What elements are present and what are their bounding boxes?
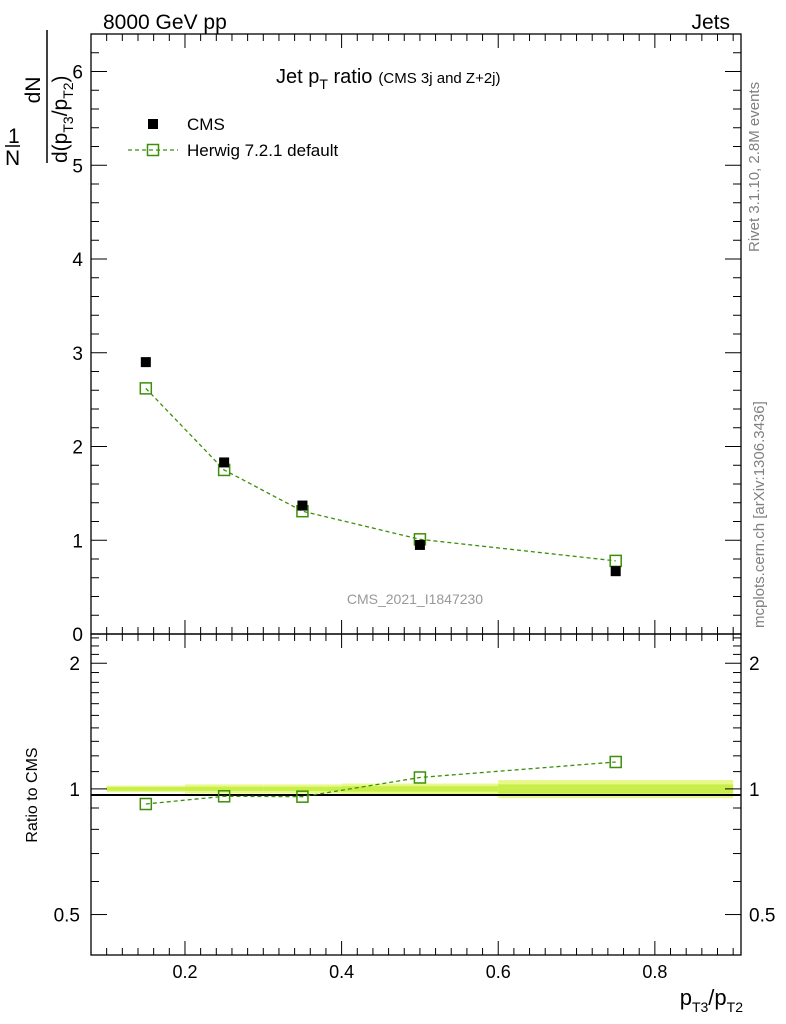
- y-label-denominator: d(pT3/pT2): [49, 75, 76, 163]
- x-tick-label: 0.2: [172, 962, 197, 982]
- ratio-uncertainty-band: [106, 780, 734, 799]
- legend-herwig-label: Herwig 7.2.1 default: [187, 141, 338, 160]
- x-tick-label: 0.6: [486, 962, 511, 982]
- herwig-series-line: [145, 387, 616, 562]
- ratio-y-tick-label: 2: [69, 654, 80, 675]
- y-tick-label: 3: [72, 344, 83, 365]
- cms-point: [297, 500, 308, 511]
- legend-herwig-marker: [146, 143, 160, 157]
- y-tick-label: 2: [72, 438, 83, 459]
- band-inner-segment: [106, 787, 185, 791]
- ratio-herwig-point: [296, 790, 309, 803]
- ratio-herwig-point: [609, 755, 622, 769]
- legend-cms-label: CMS: [187, 115, 225, 134]
- ratio-herwig-point: [413, 771, 427, 784]
- cms-point: [610, 566, 621, 577]
- tick-labels: 0.2 0.4 0.6 0.8 0 1 2 3 4 5 6 0.5 0.5 1 1 2 2: [54, 63, 776, 983]
- y-tick-label: 4: [72, 250, 83, 271]
- x-tick-label: 0.8: [642, 962, 667, 982]
- y-label-one: 1: [8, 125, 20, 148]
- legend: CMS Herwig 7.2.1 default: [128, 115, 338, 160]
- cms-point: [219, 457, 230, 468]
- band-inner-segment: [341, 786, 499, 792]
- y-label-dN: dN: [22, 77, 45, 104]
- y-axis-label-top: 1 N dN d(pT3/pT2): [5, 30, 76, 170]
- header-left: 8000 GeV pp: [103, 11, 227, 34]
- chart-title: Jet pT ratio (CMS 3j and Z+2j): [276, 66, 501, 92]
- rivet-label: Rivet 3.1.10, 2.8M events: [746, 82, 763, 252]
- axis-ticks: [91, 33, 741, 955]
- band-inner-segment: [184, 786, 264, 792]
- ratio-herwig-point: [139, 797, 153, 811]
- cms-point: [414, 539, 425, 550]
- ratio-herwig-point: [217, 790, 231, 803]
- band-inner-segment: [498, 784, 734, 794]
- y-label-N: N: [5, 147, 20, 170]
- header-right: Jets: [691, 11, 730, 34]
- y-tick-label: 1: [72, 531, 83, 552]
- band-inner-segment: [263, 786, 342, 792]
- herwig-point: [139, 382, 153, 395]
- x-axis-label: pT3/pT2: [680, 985, 744, 1015]
- legend-cms-marker: [148, 119, 158, 129]
- data-marks: [139, 357, 622, 811]
- analysis-watermark: CMS_2021_I1847230: [347, 591, 483, 607]
- ratio-y-tick-label-right: 2: [749, 654, 760, 675]
- y-tick-label: 0: [72, 625, 83, 646]
- x-tick-label: 0.4: [329, 962, 354, 982]
- ratio-herwig-line: [145, 761, 616, 805]
- ratio-y-tick-label: 1: [69, 780, 80, 801]
- cms-point: [140, 357, 151, 368]
- y-tick-label: 5: [72, 156, 83, 177]
- y-tick-label: 6: [72, 63, 83, 84]
- ratio-y-tick-label-right: 0.5: [749, 906, 775, 927]
- mcplots-label: mcplots.cern.ch [arXiv:1306.3436]: [751, 401, 768, 628]
- y-axis-label-ratio: Ratio to CMS: [24, 747, 41, 842]
- ratio-y-tick-label-right: 1: [749, 780, 760, 801]
- ratio-y-tick-label: 0.5: [54, 906, 80, 927]
